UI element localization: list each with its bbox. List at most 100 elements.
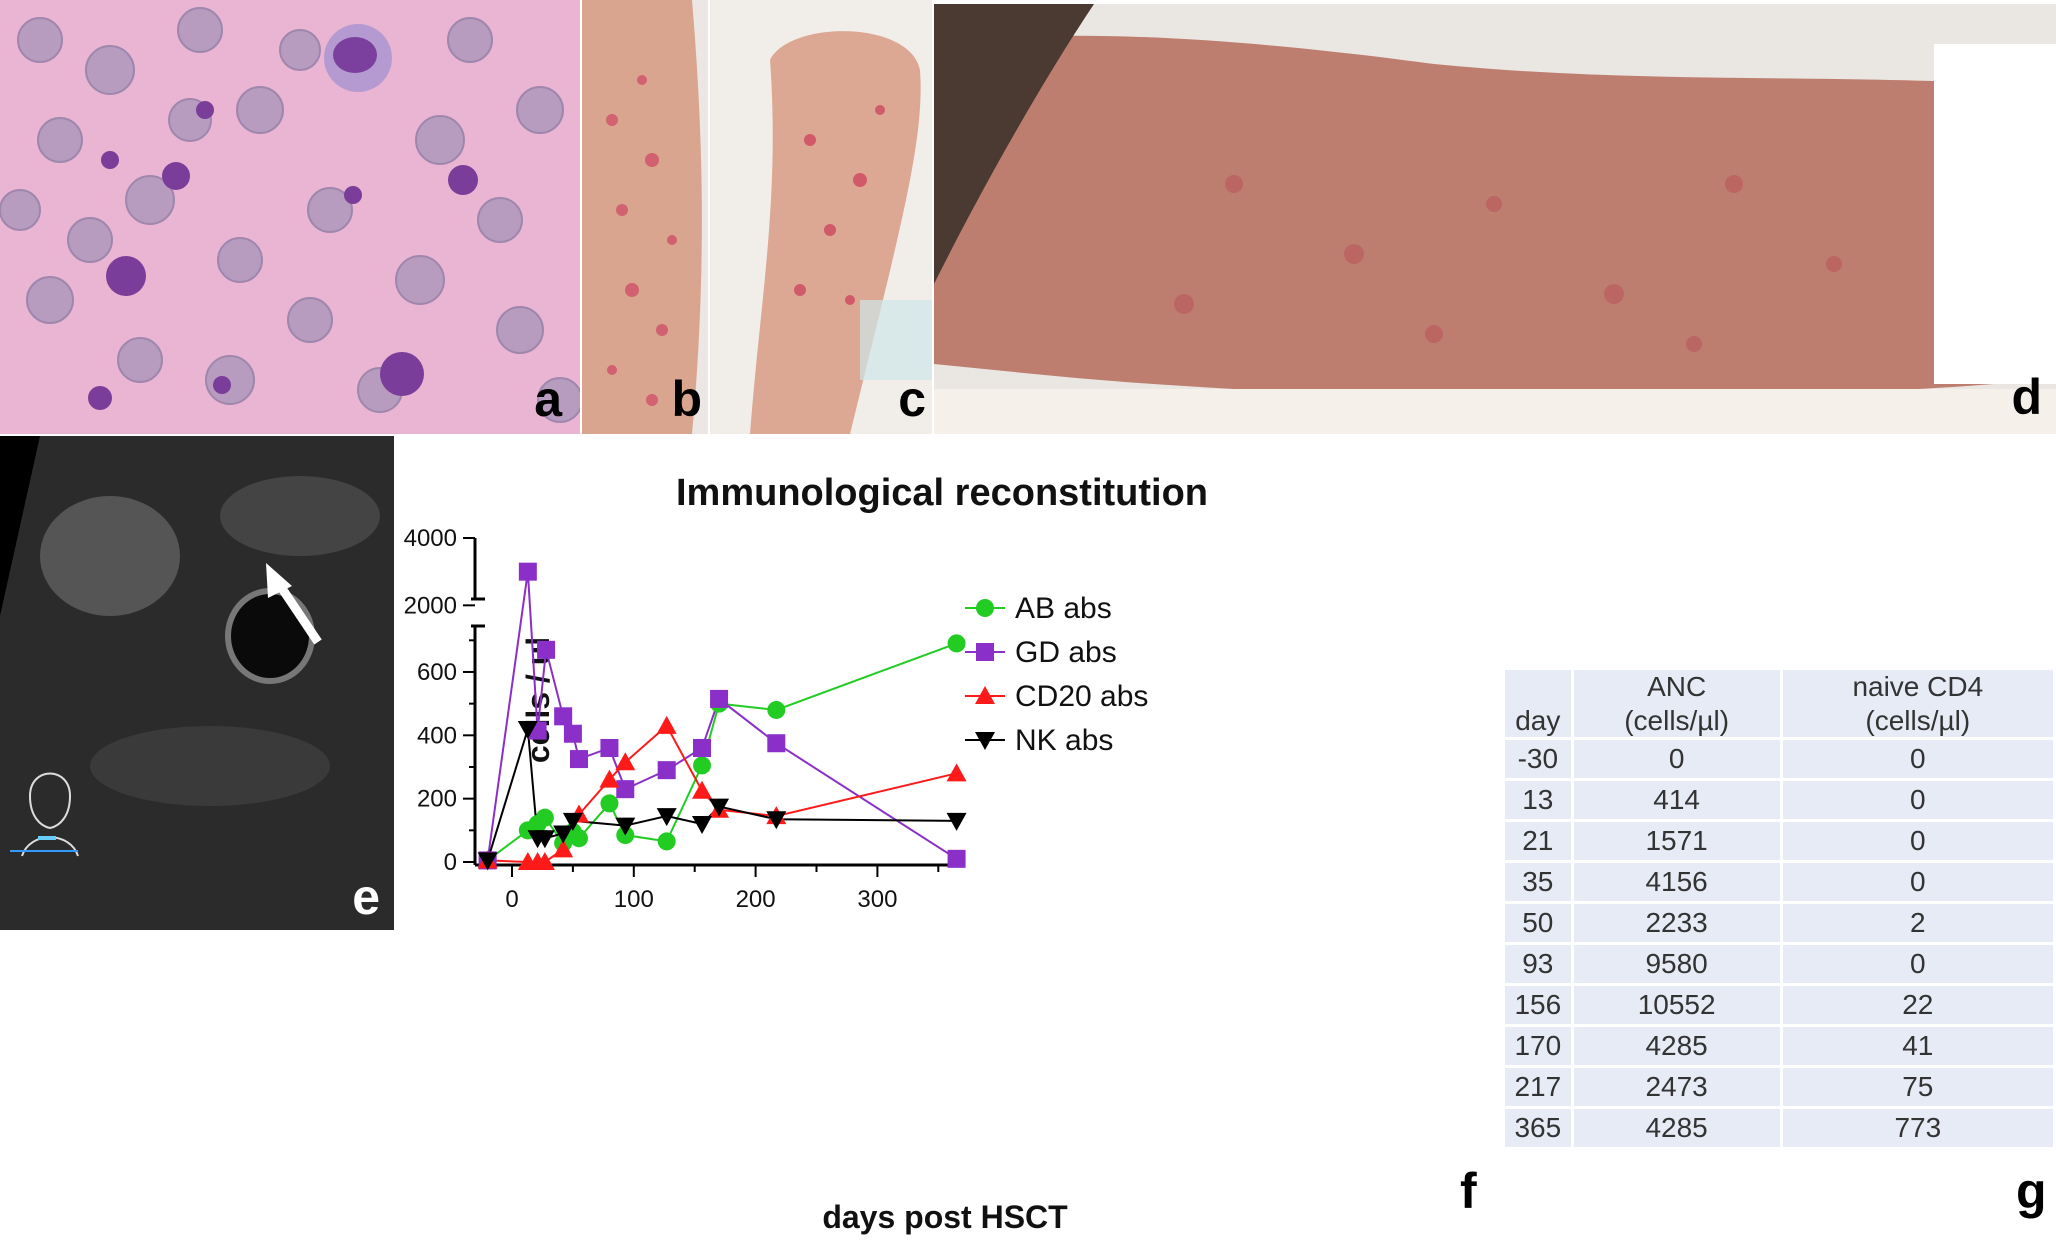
series-marker-0	[657, 832, 676, 851]
table-cell-anc: 4285	[1573, 1109, 1780, 1148]
series-marker-0	[767, 700, 786, 719]
panel-c-foot-rash: c	[710, 0, 932, 434]
legend-label-2: CD20 abs	[1015, 680, 1148, 713]
legend-marker-2	[975, 686, 995, 704]
panel-d-back-rash: d	[934, 4, 2056, 434]
table-cell-naive-cd4: 2	[1782, 904, 2053, 943]
series-marker-0	[693, 756, 712, 775]
series-marker-2	[534, 852, 555, 870]
y-tick-label: 600	[417, 659, 457, 686]
chart-axes: 0 200 400 600 2000 4000 0 100 200 300	[404, 525, 965, 913]
table-cell-naive-cd4: 0	[1782, 863, 2053, 902]
series-marker-1	[947, 849, 966, 868]
series-marker-1	[693, 738, 712, 757]
panel-label-g: g	[2016, 1163, 2047, 1219]
chart-series-markers	[477, 562, 967, 871]
series-marker-2	[946, 763, 967, 782]
back-rash-image	[934, 4, 2056, 434]
ultrasound-image	[0, 436, 394, 930]
chart-legend: AB abs GD abs CD20 abs NK abs	[965, 592, 1148, 757]
table-body: -30 0 0 13 414 0 21 1571 0 35 4156 0 50 2233 2 93 9580 0 1…	[1505, 740, 2053, 1148]
legend-label-1: GD abs	[1015, 636, 1117, 669]
x-tick-label: 100	[614, 886, 654, 913]
table-header-cd4: naive CD4 (cells/µl)	[1782, 670, 2053, 738]
panel-label-a: a	[534, 371, 562, 427]
table-row: 13 414 0	[1505, 781, 2053, 820]
legend-label-0: AB abs	[1015, 592, 1112, 625]
table-cell-day: 156	[1505, 986, 1571, 1025]
series-marker-3	[534, 830, 555, 849]
table-cell-day: 21	[1505, 822, 1571, 861]
series-marker-3	[562, 812, 583, 831]
panel-a-blood-smear: a	[0, 0, 580, 434]
table-cell-day: 13	[1505, 781, 1571, 820]
series-marker-3	[656, 808, 677, 827]
table-row: 365 4285 773	[1505, 1109, 2053, 1148]
y-tick-label: 2000	[404, 592, 457, 619]
table-cell-anc: 9580	[1573, 945, 1780, 984]
table-cell-naive-cd4: 41	[1782, 1027, 2053, 1066]
series-marker-3	[946, 812, 967, 831]
chart-title: Immunological reconstitution	[676, 472, 1208, 514]
table-cell-naive-cd4: 0	[1782, 945, 2053, 984]
series-marker-1	[767, 734, 786, 753]
panel-b-arm-rash: b	[582, 0, 708, 434]
table-cell-anc: 1571	[1573, 822, 1780, 861]
panel-label-d: d	[2011, 369, 2042, 425]
series-marker-2	[656, 715, 677, 734]
table-cell-naive-cd4: 0	[1782, 740, 2053, 779]
table-cell-anc: 10552	[1573, 986, 1780, 1025]
chart-xlabel: days post HSCT	[822, 1199, 1068, 1235]
series-marker-2	[553, 839, 574, 858]
table-row: 50 2233 2	[1505, 904, 2053, 943]
panel-e-ultrasound: e	[0, 436, 394, 930]
panel-label-b: b	[671, 371, 702, 427]
series-marker-3	[709, 798, 730, 817]
series-marker-0	[600, 794, 619, 813]
table-row: 156 10552 22	[1505, 986, 2053, 1025]
legend-marker-3	[975, 732, 995, 750]
series-marker-1	[537, 640, 556, 659]
series-marker-1	[554, 707, 573, 726]
table-cell-anc: 4156	[1573, 863, 1780, 902]
panel-label-f: f	[1460, 1163, 1477, 1219]
table-cell-day: 50	[1505, 904, 1571, 943]
y-tick-label: 400	[417, 722, 457, 749]
table-cell-day: 35	[1505, 863, 1571, 902]
table-cell-anc: 2473	[1573, 1068, 1780, 1107]
table-cell-day: 170	[1505, 1027, 1571, 1066]
series-marker-3	[517, 720, 538, 739]
table-header-cd4-line1: naive CD4	[1852, 671, 1984, 702]
y-tick-label: 4000	[404, 525, 457, 552]
immunological-reconstitution-chart: Immunological reconstitution cells / ul …	[404, 472, 1208, 1235]
table-cell-naive-cd4: 0	[1782, 781, 2053, 820]
table-cell-anc: 4285	[1573, 1027, 1780, 1066]
panel-g-table: day ANC (cells/µl) naive CD4 (cells/µl) …	[1502, 667, 2056, 1150]
series-marker-3	[766, 811, 787, 830]
series-marker-1	[710, 689, 729, 708]
legend-marker-0	[976, 599, 994, 617]
series-marker-3	[553, 825, 574, 844]
legend-marker-1	[976, 643, 994, 661]
blood-smear-image	[0, 0, 580, 434]
table-cell-day: -30	[1505, 740, 1571, 779]
panel-label-c: c	[898, 371, 926, 427]
series-marker-3	[615, 817, 636, 836]
table-cell-day: 365	[1505, 1109, 1571, 1148]
table-cell-naive-cd4: 22	[1782, 986, 2053, 1025]
panel-f-chart: Immunological reconstitution cells / ul …	[395, 436, 1500, 1240]
table-cell-naive-cd4: 0	[1782, 822, 2053, 861]
table-cell-anc: 2233	[1573, 904, 1780, 943]
table-cell-naive-cd4: 75	[1782, 1068, 2053, 1107]
table-header-anc: ANC (cells/µl)	[1573, 670, 1780, 738]
table-header-anc-line1: ANC	[1647, 671, 1707, 702]
series-marker-1	[657, 761, 676, 780]
table-row: 217 2473 75	[1505, 1068, 2053, 1107]
table-row: 35 4156 0	[1505, 863, 2053, 902]
y-tick-label: 200	[417, 786, 457, 813]
x-tick-label: 200	[736, 886, 776, 913]
series-marker-2	[692, 780, 713, 799]
table-row: -30 0 0	[1505, 740, 2053, 779]
y-tick-label: 0	[444, 849, 457, 876]
series-marker-1	[600, 738, 619, 757]
